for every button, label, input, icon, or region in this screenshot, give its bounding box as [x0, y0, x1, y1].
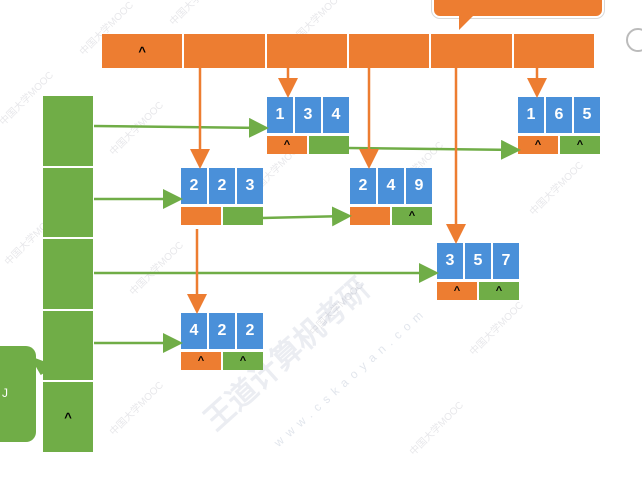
row-link-arrow [261, 206, 352, 227]
node-value: 5 [465, 243, 493, 279]
row-head-cell [43, 239, 93, 311]
watermark-small: 中国大学MOOC [107, 99, 166, 158]
column-head-cell [266, 34, 349, 68]
row-head-cell [43, 310, 93, 383]
node-value: 3 [237, 168, 263, 204]
node-value: 2 [181, 168, 209, 204]
watermark-small: 中国大学MOOC [107, 379, 166, 438]
node-value: 4 [181, 313, 209, 349]
node-2-4-9: 2 4 9 ^ [350, 168, 432, 225]
corner-logo-icon [626, 28, 642, 52]
down-pointer: ^ [181, 352, 221, 370]
callout-tail-top [459, 10, 479, 30]
row-head-cell [43, 167, 93, 240]
row-head-cell [43, 96, 93, 168]
right-pointer: ^ [223, 352, 263, 370]
down-pointer: ^ [437, 282, 477, 300]
node-1-6-5: 1 6 5 ^ ^ [518, 97, 600, 154]
node-value: 2 [209, 168, 237, 204]
right-pointer [309, 136, 349, 154]
watermark-small: 中国大学MOOC [527, 159, 586, 218]
watermark-small: 中国大学MOOC [407, 399, 466, 458]
node-2-2-3: 2 2 3 [181, 168, 263, 225]
node-value: 4 [378, 168, 406, 204]
down-pointer [350, 207, 390, 225]
node-value: 7 [493, 243, 519, 279]
column-head-cell [184, 34, 267, 68]
node-value: 2 [209, 313, 237, 349]
node-value: 6 [546, 97, 574, 133]
row-head-cell: ^ [43, 382, 93, 452]
node-value: 2 [350, 168, 378, 204]
node-value: 9 [406, 168, 432, 204]
node-value: 5 [574, 97, 600, 133]
watermark-small: 中国大学MOOC [127, 239, 186, 298]
column-head-cell [513, 34, 594, 68]
down-pointer: ^ [518, 136, 558, 154]
right-pointer: ^ [479, 282, 519, 300]
callout-bubble-left: J [0, 346, 36, 442]
right-pointer: ^ [560, 136, 600, 154]
watermark-small: 中国大学MOOC [165, 0, 226, 28]
node-value: 4 [323, 97, 349, 133]
callout-left-text: J [2, 386, 8, 400]
node-4-2-2: 4 2 2 ^ ^ [181, 313, 263, 370]
column-head-cell [348, 34, 432, 68]
column-head-cell: ^ [102, 34, 185, 68]
right-pointer: ^ [392, 207, 432, 225]
row-head-array: ^ [43, 96, 93, 452]
node-value: 3 [295, 97, 323, 133]
callout-bubble-top [432, 0, 604, 18]
row-link-arrow [93, 117, 269, 138]
node-value: 3 [437, 243, 465, 279]
watermark-small: 中国大学MOOC [467, 299, 526, 358]
column-head-array: ^ [102, 34, 594, 68]
node-value: 1 [267, 97, 295, 133]
column-head-cell [431, 34, 514, 68]
right-pointer [223, 207, 263, 225]
node-value: 1 [518, 97, 546, 133]
node-value: 2 [237, 313, 263, 349]
node-1-3-4: 1 3 4 ^ [267, 97, 349, 154]
node-3-5-7: 3 5 7 ^ ^ [437, 243, 519, 300]
down-pointer: ^ [267, 136, 307, 154]
down-pointer [181, 207, 221, 225]
